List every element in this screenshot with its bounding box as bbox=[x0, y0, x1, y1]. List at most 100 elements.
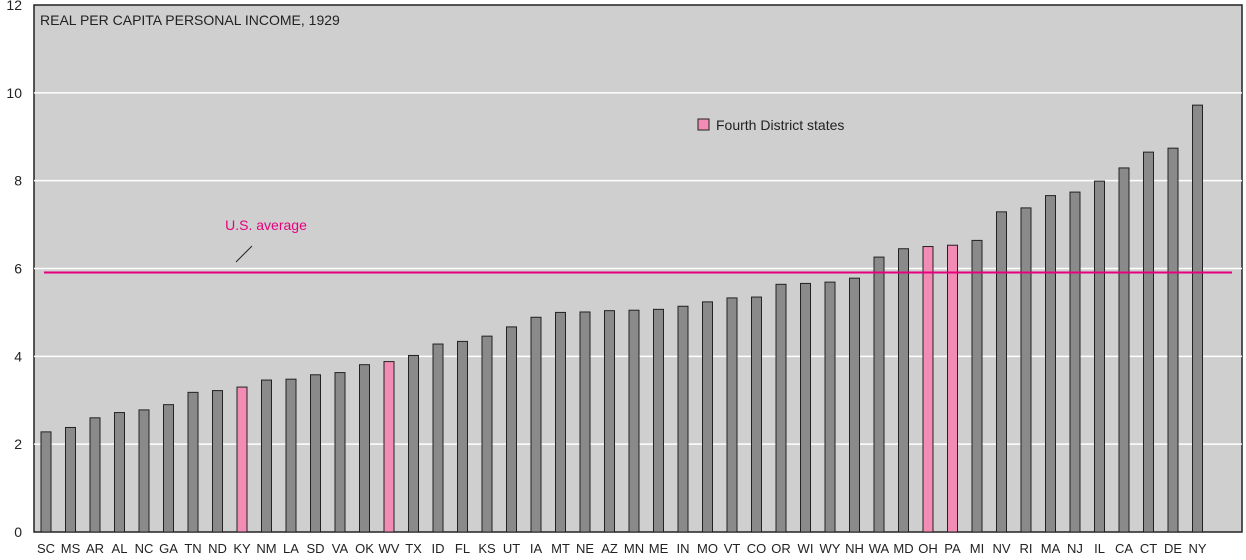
x-tick-label: TX bbox=[405, 541, 422, 556]
x-tick-label: MS bbox=[61, 541, 81, 556]
bar-ga bbox=[163, 404, 174, 533]
bar-mi bbox=[971, 239, 983, 533]
bar-ms bbox=[65, 426, 76, 533]
bar-mn bbox=[628, 309, 640, 533]
y-tick-label: 12 bbox=[6, 0, 22, 13]
bar-ne bbox=[579, 311, 591, 533]
x-tick-label: NY bbox=[1188, 541, 1206, 556]
x-tick-label: IN bbox=[677, 541, 690, 556]
bar-nm bbox=[261, 379, 272, 533]
bar-mt bbox=[555, 311, 566, 533]
legend: Fourth District states bbox=[697, 117, 844, 133]
x-tick-label: MO bbox=[697, 541, 718, 556]
bar-or bbox=[775, 283, 787, 533]
x-tick-label: NV bbox=[992, 541, 1010, 556]
bar-de bbox=[1167, 147, 1179, 533]
bar-wi bbox=[800, 282, 811, 533]
x-axis-tick-labels: SC MS AR AL NC GA TN ND KY NM LA SD VA OK WV TX ID FL KS UT… bbox=[37, 541, 1207, 556]
bar-ks bbox=[481, 335, 493, 533]
x-tick-label: OR bbox=[771, 541, 791, 556]
y-axis-tick-labels: 0 2 4 6 8 10 12 bbox=[6, 0, 22, 540]
x-tick-label: OK bbox=[355, 541, 374, 556]
legend-swatch bbox=[697, 118, 710, 131]
bar-vt bbox=[726, 297, 738, 533]
bar-nc bbox=[138, 409, 150, 533]
x-tick-label: AZ bbox=[601, 541, 618, 556]
x-tick-label: WI bbox=[798, 541, 814, 556]
bar-in bbox=[677, 305, 689, 533]
bar-nh bbox=[849, 277, 860, 533]
x-tick-label: NE bbox=[576, 541, 594, 556]
bar-tx bbox=[408, 354, 419, 533]
x-tick-label: LA bbox=[283, 541, 299, 556]
bar-co bbox=[751, 296, 762, 533]
bar-nj bbox=[1069, 191, 1081, 533]
y-tick-label: 10 bbox=[6, 85, 22, 101]
bar-sd bbox=[310, 374, 321, 533]
x-tick-label: IL bbox=[1094, 541, 1105, 556]
x-tick-label: AR bbox=[86, 541, 104, 556]
bar-nd bbox=[212, 390, 223, 533]
bar-ut bbox=[506, 326, 517, 533]
bar-al bbox=[114, 412, 125, 533]
x-tick-label: CA bbox=[1115, 541, 1133, 556]
us-average-line-group: U.S. average bbox=[44, 217, 1232, 274]
x-tick-label: NJ bbox=[1067, 541, 1083, 556]
bar-ma bbox=[1045, 195, 1056, 533]
x-tick-label: SC bbox=[37, 541, 55, 556]
bar-fl bbox=[457, 340, 468, 533]
x-tick-label: UT bbox=[503, 541, 520, 556]
x-tick-label: FL bbox=[455, 541, 470, 556]
bar-wy bbox=[824, 281, 836, 533]
bar-ca bbox=[1118, 167, 1130, 533]
x-tick-label: CT bbox=[1140, 541, 1157, 556]
x-tick-label: WV bbox=[379, 541, 400, 556]
bar-pa bbox=[947, 244, 958, 533]
x-tick-label: MT bbox=[551, 541, 570, 556]
bar-mo bbox=[702, 301, 713, 533]
x-tick-label: WA bbox=[869, 541, 890, 556]
y-tick-label: 8 bbox=[14, 173, 22, 189]
bar-il bbox=[1094, 180, 1105, 533]
x-tick-label: TN bbox=[184, 541, 201, 556]
x-tick-label: RI bbox=[1020, 541, 1033, 556]
x-tick-label: SD bbox=[306, 541, 324, 556]
x-tick-label: NC bbox=[135, 541, 154, 556]
x-tick-label: WY bbox=[820, 541, 841, 556]
x-tick-label: AL bbox=[112, 541, 128, 556]
y-tick-label: 0 bbox=[14, 524, 22, 540]
x-tick-label: DE bbox=[1164, 541, 1182, 556]
x-tick-label: VA bbox=[332, 541, 349, 556]
bar-id bbox=[432, 343, 444, 533]
legend-label: Fourth District states bbox=[716, 117, 844, 133]
x-tick-label: MI bbox=[970, 541, 984, 556]
x-tick-label: NH bbox=[845, 541, 864, 556]
x-tick-label: KY bbox=[233, 541, 251, 556]
bar-va bbox=[334, 372, 346, 533]
bars bbox=[40, 104, 1203, 533]
bar-oh bbox=[922, 246, 934, 533]
x-tick-label: ND bbox=[208, 541, 227, 556]
x-tick-label: IA bbox=[530, 541, 543, 556]
chart-title: REAL PER CAPITA PERSONAL INCOME, 1929 bbox=[40, 12, 340, 28]
bar-az bbox=[604, 310, 615, 533]
us-average-pointer bbox=[235, 245, 253, 263]
x-tick-label: GA bbox=[159, 541, 178, 556]
x-tick-label: NM bbox=[256, 541, 276, 556]
x-tick-label: VT bbox=[724, 541, 741, 556]
bar-sc bbox=[40, 431, 52, 533]
bar-tn bbox=[187, 391, 199, 533]
bar-wv bbox=[383, 361, 395, 533]
y-tick-label: 4 bbox=[14, 348, 22, 364]
bar-md bbox=[898, 248, 909, 533]
bar-wa bbox=[873, 256, 885, 533]
x-tick-label: MD bbox=[893, 541, 913, 556]
bar-ia bbox=[530, 316, 542, 533]
bar-ar bbox=[89, 417, 101, 533]
bar-la bbox=[285, 378, 297, 533]
x-tick-label: ME bbox=[649, 541, 669, 556]
bar-ct bbox=[1143, 151, 1154, 533]
x-tick-label: ID bbox=[432, 541, 445, 556]
x-tick-label: PA bbox=[944, 541, 961, 556]
bar-ny bbox=[1192, 104, 1203, 533]
